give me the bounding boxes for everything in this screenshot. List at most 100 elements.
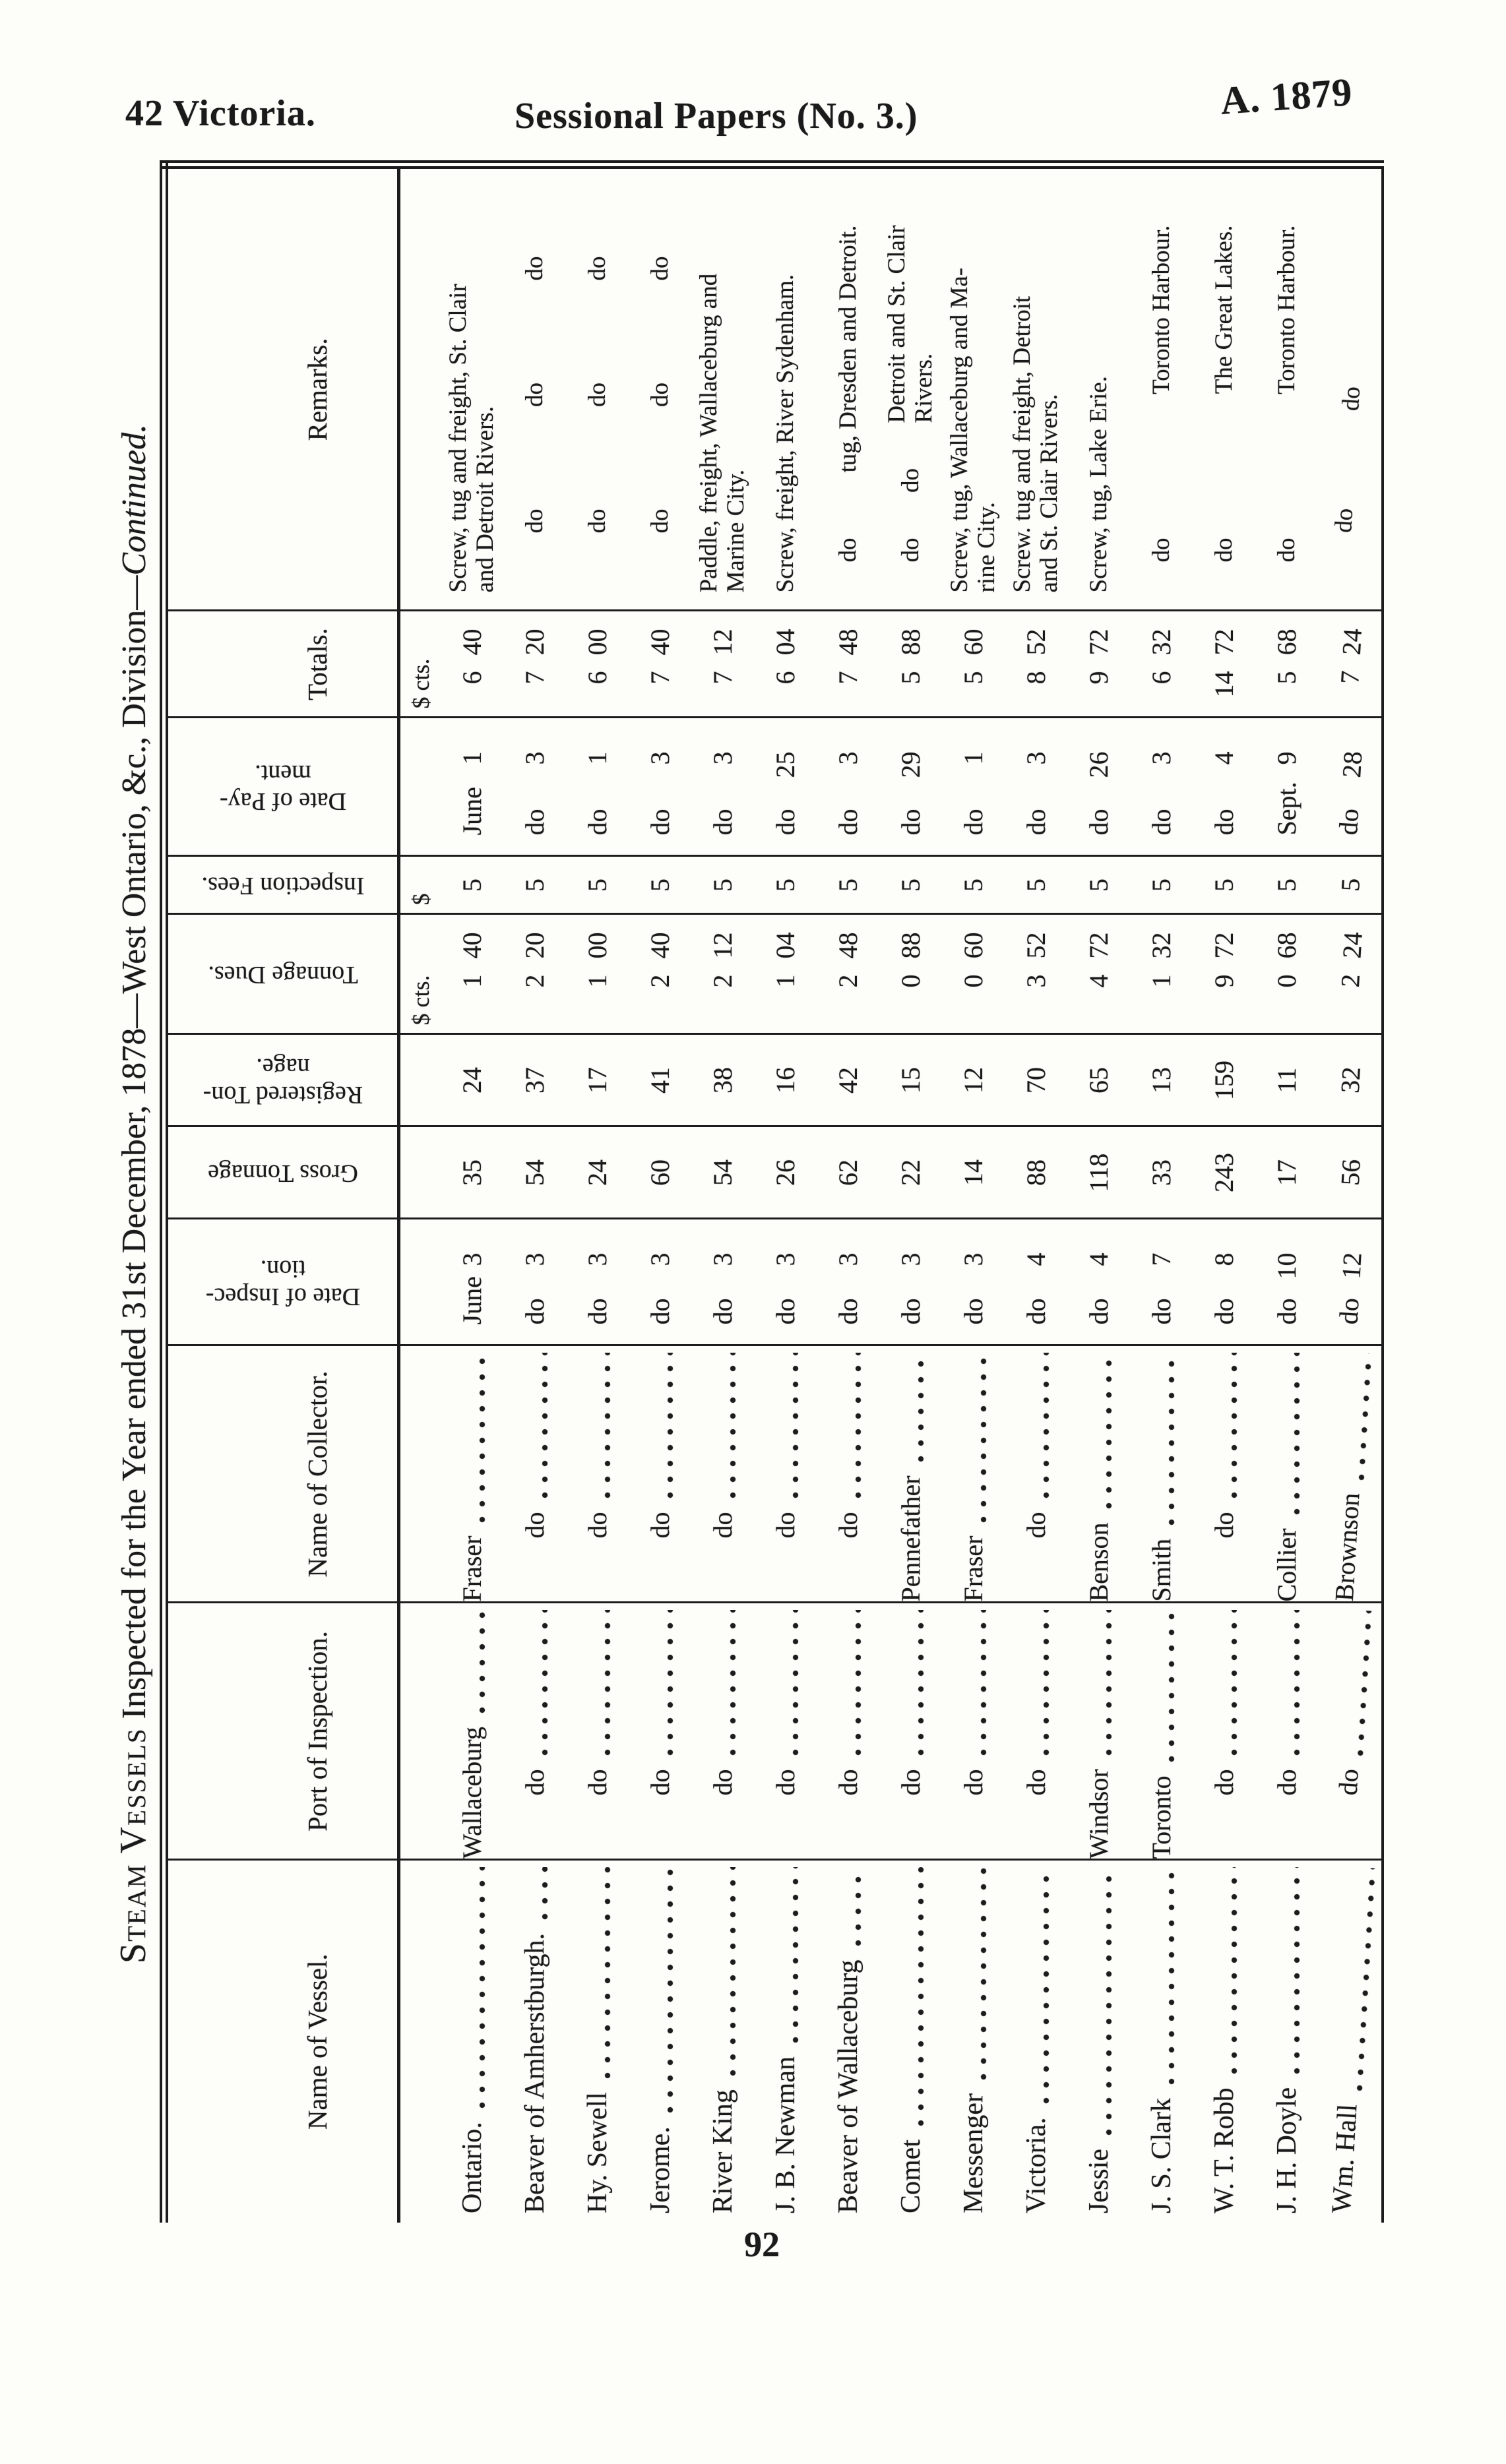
dollars: 2	[520, 974, 549, 988]
dotted-leader	[604, 1610, 612, 1758]
cell-payment-date: Sept. 9	[1255, 718, 1319, 856]
value: 88	[1021, 1159, 1051, 1186]
day: 3	[1146, 751, 1176, 765]
dollars: 14	[1209, 671, 1239, 698]
cell-registered-tonnage: 42	[817, 1034, 880, 1126]
dollars: 5	[896, 671, 926, 685]
cell-inspection-fee: 5	[942, 856, 1005, 914]
cents: 72	[1209, 629, 1239, 656]
remark-text: Screw, tug and freight, St. Clair and De…	[445, 284, 499, 593]
cents: 60	[958, 629, 988, 656]
cents: 32	[1146, 629, 1176, 656]
cell-total: 7 40	[629, 611, 692, 718]
dotted-leader	[1230, 1353, 1238, 1500]
cell-inspection-date: do 12	[1318, 1219, 1383, 1345]
cell-inspection-date: do 3	[942, 1219, 1005, 1345]
cell-gross-tonnage: 243	[1193, 1126, 1256, 1219]
cell-gross-tonnage: 35	[441, 1126, 504, 1219]
value: 32	[1334, 1066, 1365, 1095]
day: 8	[1209, 1252, 1239, 1266]
cell-remarks: Screw. tug and freight, Detroit and St. …	[1005, 165, 1068, 611]
dotted-leader	[980, 1610, 988, 1758]
cell-inspection-date: do 3	[629, 1219, 692, 1345]
value: 56	[1334, 1158, 1365, 1187]
cell-collector: Fraser	[441, 1345, 504, 1603]
value: 5	[457, 878, 487, 892]
cell-vessel-name: J. H. Doyle	[1255, 1860, 1319, 2223]
dotted-leader	[1293, 1353, 1301, 1517]
value: 243	[1209, 1153, 1239, 1192]
cell-registered-tonnage: 37	[503, 1034, 567, 1126]
dotted-leader	[980, 1353, 988, 1524]
cell-inspection-date: do 3	[566, 1219, 629, 1345]
day: 26	[1084, 751, 1114, 778]
value: 60	[645, 1159, 675, 1186]
cell-gross-tonnage: 54	[503, 1126, 567, 1219]
cell-registered-tonnage: 15	[879, 1034, 943, 1126]
cents: 68	[1272, 629, 1302, 656]
cell-tonnage-dues: 0 60	[942, 914, 1005, 1034]
cents: 72	[1084, 629, 1114, 656]
day: 3	[833, 1252, 863, 1266]
cell-remarks: do do	[1318, 165, 1383, 611]
day: 3	[708, 751, 737, 765]
day: 3	[896, 1252, 926, 1266]
cell-collector: do	[629, 1345, 692, 1603]
cell-inspection-fee: 5	[566, 856, 629, 914]
dotted-leader	[1230, 1867, 1238, 2076]
cell-vessel-name: Ontario.	[441, 1860, 504, 2223]
day: 4	[1021, 1252, 1051, 1266]
cell-tonnage-dues: 0 68	[1255, 914, 1319, 1034]
value: 62	[833, 1159, 863, 1186]
cell-port: do	[566, 1603, 629, 1860]
cell-payment-date: do 3	[1130, 718, 1193, 856]
cents: 12	[708, 932, 737, 959]
cell-collector: Smith	[1130, 1345, 1193, 1603]
cell-total: 5 68	[1255, 611, 1319, 718]
table-row: J. H. Doyle do Collier do 10 17 11 0 68 5 Sept. 9 5 6…	[1255, 165, 1319, 2223]
cell-remarks: do do Detroit and St. Clair Rivers.	[879, 165, 943, 611]
cents: 04	[770, 629, 800, 656]
month: do	[896, 809, 926, 836]
cell-payment-date: do 1	[566, 718, 629, 856]
cents: 20	[520, 932, 549, 959]
cell-payment-date: do 1	[942, 718, 1005, 856]
day: 4	[1209, 751, 1239, 765]
dollars: 3	[1021, 974, 1051, 988]
cell-gross-tonnage: 60	[629, 1126, 692, 1219]
dotted-leader	[729, 1353, 737, 1500]
dotted-leader	[541, 1353, 549, 1500]
cell-inspection-date: do 4	[1005, 1219, 1068, 1345]
day: 3	[520, 1252, 549, 1266]
month: do	[958, 1298, 988, 1325]
cell-gross-tonnage: 17	[1255, 1126, 1319, 1219]
cell-registered-tonnage: 32	[1318, 1034, 1383, 1126]
units-vessel	[398, 1860, 441, 2223]
value: 22	[896, 1159, 926, 1186]
value: 5	[1146, 878, 1176, 892]
value: 24	[457, 1067, 487, 1093]
page-number: 92	[744, 2225, 780, 2264]
month: do	[582, 1298, 612, 1325]
cell-registered-tonnage: 70	[1005, 1034, 1068, 1126]
cents: 04	[770, 932, 800, 959]
day: 3	[645, 751, 675, 765]
dotted-leader	[1042, 1867, 1050, 2106]
value: 15	[896, 1067, 926, 1093]
table-row: Hy. Sewell do do do 3 24 17 1 00 5 do 1 6 00 do do do	[566, 165, 629, 2223]
cell-total: 7 12	[691, 611, 755, 718]
ditto: do	[520, 383, 548, 407]
dollars: 7	[833, 671, 863, 685]
cell-vessel-name: Comet	[879, 1860, 943, 2223]
dollars: 0	[958, 974, 988, 988]
cell-inspection-fee: 5	[441, 856, 504, 914]
cell-inspection-date: do 3	[754, 1219, 817, 1345]
cell-inspection-fee: 5	[1130, 856, 1193, 914]
cents: 88	[896, 932, 926, 959]
cell-gross-tonnage: 56	[1318, 1126, 1383, 1219]
cell-port: Toronto	[1130, 1603, 1193, 1860]
cell-tonnage-dues: 2 12	[691, 914, 755, 1034]
cell-registered-tonnage: 65	[1067, 1034, 1131, 1126]
units-collector	[398, 1345, 441, 1603]
